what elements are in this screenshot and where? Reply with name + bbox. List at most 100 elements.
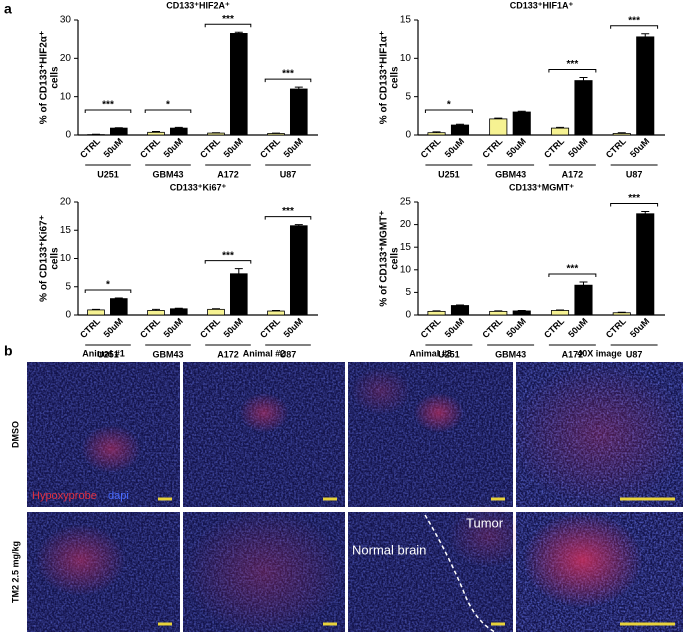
column-label: Animal #2	[243, 348, 286, 358]
y-axis-label: % of CD133⁺MGMT⁺	[379, 210, 390, 306]
y-axis-label: cells	[390, 66, 401, 89]
group-label: A172	[562, 349, 584, 359]
bar	[229, 33, 248, 136]
bar	[612, 312, 631, 316]
error-bar	[92, 308, 100, 310]
error-bar	[174, 126, 183, 129]
error-bar	[579, 77, 588, 81]
column-label: 40X image	[577, 348, 622, 358]
y-tick-label: 10	[60, 253, 72, 264]
bar	[574, 80, 593, 136]
group-label: A172	[562, 169, 584, 179]
significance-bracket	[144, 109, 192, 113]
bar	[267, 310, 285, 316]
significance-label: ***	[222, 14, 234, 25]
x-tick-label: 50uM	[443, 316, 466, 339]
y-tick-label: 25	[400, 197, 412, 208]
x-tick-label: 50uM	[504, 136, 527, 159]
group-label: U87	[626, 169, 643, 179]
chart-title: CD133⁺HIF1A⁺	[510, 0, 574, 10]
y-tick-label: 5	[405, 91, 411, 102]
x-tick-label: CTRL	[542, 316, 566, 340]
group-label: GBM43	[152, 349, 183, 359]
bar	[169, 308, 188, 316]
x-tick-label: CTRL	[419, 316, 443, 340]
group-label: U87	[280, 349, 297, 359]
significance-bracket	[84, 289, 132, 293]
error-bar	[212, 308, 220, 310]
hypoxia-signal	[239, 392, 289, 433]
y-axis-label: % of CD133⁺Ki67⁺	[39, 215, 50, 302]
x-tick-label: 50uM	[222, 136, 245, 159]
x-tick-label: CTRL	[78, 316, 102, 340]
bar	[550, 127, 570, 136]
group-label: U251	[438, 349, 460, 359]
error-bar	[641, 210, 650, 214]
bar	[612, 133, 631, 136]
bar	[207, 132, 225, 136]
bar	[289, 88, 308, 136]
x-tick-label: CTRL	[258, 316, 282, 340]
error-bar	[272, 309, 280, 312]
x-tick-label: 50uM	[162, 316, 185, 339]
bar	[147, 131, 165, 136]
x-tick-label: CTRL	[542, 136, 566, 160]
x-tick-label: CTRL	[480, 136, 504, 160]
x-tick-label: CTRL	[480, 316, 504, 340]
y-axis-label: % of CD133⁺HIF2α⁺	[39, 31, 50, 124]
error-bar	[152, 131, 160, 133]
bar	[427, 310, 446, 316]
x-tick-label: 50uM	[443, 136, 466, 159]
significance-bracket	[264, 78, 312, 83]
bar	[207, 308, 225, 316]
y-tick-label: 20	[400, 219, 412, 230]
group-label: U251	[97, 169, 119, 179]
bar	[636, 36, 655, 136]
error-bar	[579, 281, 588, 286]
significance-bracket	[204, 23, 252, 28]
y-tick-label: 5	[405, 287, 411, 298]
bar	[267, 133, 285, 136]
x-tick-label: 50uM	[282, 316, 305, 339]
x-tick-label: 50uM	[162, 136, 185, 159]
error-bar	[114, 297, 123, 299]
y-tick-label: 5	[65, 281, 71, 292]
error-bar	[234, 268, 243, 274]
significance-label: *	[447, 100, 451, 111]
significance-bracket	[84, 109, 132, 113]
group-label: U87	[626, 349, 643, 359]
significance-label: ***	[102, 100, 114, 111]
bar	[427, 132, 446, 136]
x-tick-label: 50uM	[566, 316, 589, 339]
hypoxia-signal	[184, 508, 344, 634]
bar	[512, 310, 531, 316]
x-tick-label: 50uM	[282, 136, 305, 159]
y-tick-label: 20	[60, 197, 72, 208]
error-bar	[432, 131, 441, 133]
y-tick-label: 15	[400, 242, 412, 253]
hypoxia-signal	[509, 362, 685, 507]
error-bar	[556, 126, 565, 129]
error-bar	[517, 110, 526, 112]
significance-bracket	[548, 273, 597, 278]
legend-dapi: dapi	[108, 490, 129, 502]
x-tick-label: 50uM	[102, 136, 125, 159]
y-tick-label: 30	[60, 15, 72, 26]
hypoxia-signal	[351, 367, 411, 415]
x-tick-label: CTRL	[138, 136, 162, 160]
significance-bracket	[424, 109, 473, 113]
error-bar	[641, 33, 650, 37]
error-bar	[152, 308, 160, 311]
bar	[450, 305, 470, 316]
chart-title: CD133⁺Ki67⁺	[170, 182, 227, 192]
group-label: U251	[97, 349, 119, 359]
hypoxia-signal	[35, 524, 126, 596]
x-tick-label: 50uM	[566, 136, 589, 159]
significance-label: ***	[567, 264, 579, 275]
significance-bracket	[548, 69, 597, 73]
bar	[574, 284, 593, 316]
significance-bracket	[204, 260, 252, 264]
bar	[147, 310, 165, 316]
x-tick-label: CTRL	[604, 136, 628, 160]
